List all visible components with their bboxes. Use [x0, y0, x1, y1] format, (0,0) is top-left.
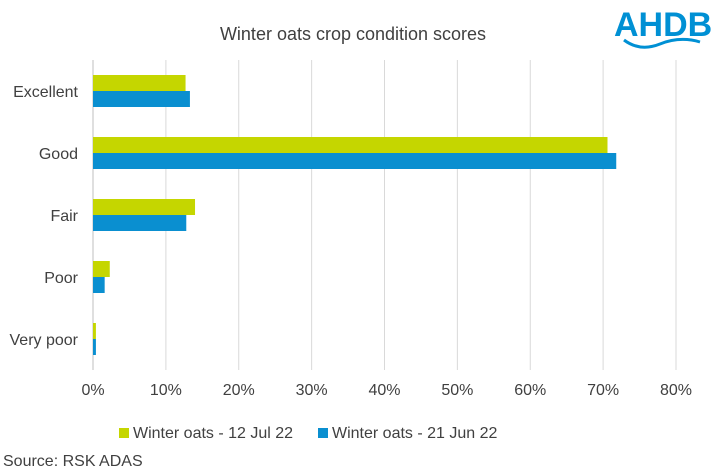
- x-tick-label: 60%: [514, 382, 546, 399]
- bar-series-2: [93, 153, 617, 169]
- category-label: Good: [39, 146, 78, 163]
- bars: [93, 75, 617, 355]
- legend-swatch-series-2: [318, 428, 328, 438]
- logo-wave: [623, 37, 701, 49]
- logo-text: AHDB: [614, 6, 712, 44]
- legend-label-series-2: Winter oats - 21 Jun 22: [332, 425, 498, 442]
- category-label: Poor: [44, 270, 78, 287]
- ahdb-logo: AHDB: [614, 6, 712, 49]
- x-tick-label: 80%: [660, 382, 692, 399]
- legend-swatch-series-1: [119, 428, 129, 438]
- bar-series-1: [93, 199, 196, 215]
- x-tick-labels: 0% 10% 20% 30% 40% 50% 60% 70% 80%: [81, 382, 692, 399]
- bar-series-2: [93, 91, 190, 107]
- x-tick-label: 0%: [81, 382, 104, 399]
- bar-series-2: [93, 215, 187, 231]
- x-tick-label: 50%: [441, 382, 473, 399]
- category-label: Fair: [50, 208, 78, 225]
- bar-series-1: [93, 75, 186, 91]
- x-tick-label: 20%: [223, 382, 255, 399]
- chart-title: Winter oats crop condition scores: [220, 24, 486, 44]
- x-tick-label: 30%: [296, 382, 328, 399]
- category-label: Very poor: [10, 332, 79, 349]
- x-tick-label: 40%: [368, 382, 400, 399]
- legend: Winter oats - 12 Jul 22 Winter oats - 21…: [119, 425, 498, 442]
- category-label: Excellent: [13, 84, 78, 101]
- bar-series-2: [93, 277, 105, 293]
- source-note: Source: RSK ADAS: [3, 453, 143, 470]
- category-labels: Excellent Good Fair Poor Very poor: [10, 84, 79, 349]
- x-tick-label: 10%: [150, 382, 182, 399]
- bar-series-2: [93, 339, 96, 355]
- legend-label-series-1: Winter oats - 12 Jul 22: [133, 425, 293, 442]
- bar-series-1: [93, 137, 608, 153]
- grid: [92, 60, 677, 370]
- bar-series-1: [93, 261, 110, 277]
- x-tick-label: 70%: [587, 382, 619, 399]
- bar-series-1: [93, 323, 96, 339]
